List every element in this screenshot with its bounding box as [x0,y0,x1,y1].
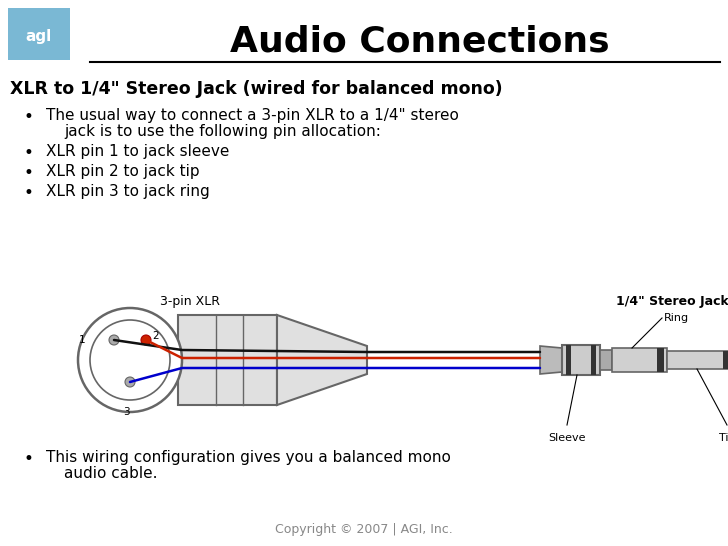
Text: •: • [23,108,33,126]
Circle shape [109,335,119,345]
Bar [667,351,728,369]
Bar [591,345,596,375]
Circle shape [141,335,151,345]
Text: •: • [23,450,33,468]
Bar [723,351,728,369]
Polygon shape [540,346,562,374]
Bar [566,345,571,375]
Circle shape [125,377,135,387]
Text: agl: agl [26,29,52,45]
Text: 3-pin XLR: 3-pin XLR [160,295,220,308]
Bar [600,350,612,370]
Text: XLR pin 1 to jack sleeve: XLR pin 1 to jack sleeve [46,144,229,159]
Bar [562,345,600,375]
Bar [657,348,664,372]
Text: 1: 1 [79,335,85,345]
Text: This wiring configuration gives you a balanced mono: This wiring configuration gives you a ba… [46,450,451,465]
Circle shape [78,308,182,412]
Text: Sleeve: Sleeve [548,433,586,443]
FancyBboxPatch shape [8,8,70,60]
Text: •: • [23,164,33,182]
Bar [612,348,667,372]
Bar [178,315,277,405]
Text: XLR to 1/4" Stereo Jack (wired for balanced mono): XLR to 1/4" Stereo Jack (wired for balan… [10,80,502,98]
Text: audio cable.: audio cable. [64,466,157,481]
Text: Ring: Ring [664,313,689,323]
Text: Tip: Tip [719,433,728,443]
Text: •: • [23,184,33,202]
Polygon shape [277,315,367,405]
Text: Copyright © 2007 | AGI, Inc.: Copyright © 2007 | AGI, Inc. [275,524,453,537]
Text: 3: 3 [123,407,130,417]
Text: jack is to use the following pin allocation:: jack is to use the following pin allocat… [64,124,381,139]
Text: XLR pin 3 to jack ring: XLR pin 3 to jack ring [46,184,210,199]
Text: •: • [23,144,33,162]
Text: 2: 2 [153,331,159,341]
Text: Audio Connections: Audio Connections [230,25,610,59]
Text: The usual way to connect a 3-pin XLR to a 1/4" stereo: The usual way to connect a 3-pin XLR to … [46,108,459,123]
Text: XLR pin 2 to jack tip: XLR pin 2 to jack tip [46,164,199,179]
Text: 1/4" Stereo Jack: 1/4" Stereo Jack [616,295,728,308]
